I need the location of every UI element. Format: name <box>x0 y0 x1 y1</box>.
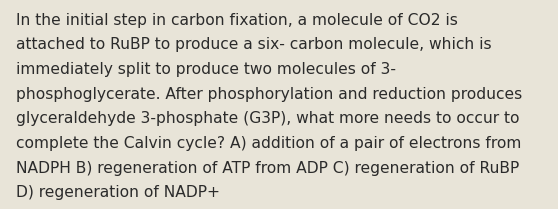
Text: immediately split to produce two molecules of 3-: immediately split to produce two molecul… <box>16 62 396 77</box>
Text: In the initial step in carbon fixation, a molecule of CO2 is: In the initial step in carbon fixation, … <box>16 13 458 28</box>
Text: complete the Calvin cycle? A) addition of a pair of electrons from: complete the Calvin cycle? A) addition o… <box>16 136 521 151</box>
Text: D) regeneration of NADP+: D) regeneration of NADP+ <box>16 185 220 200</box>
Text: phosphoglycerate. After phosphorylation and reduction produces: phosphoglycerate. After phosphorylation … <box>16 87 522 102</box>
Text: attached to RuBP to produce a six- carbon molecule, which is: attached to RuBP to produce a six- carbo… <box>16 37 491 52</box>
Text: glyceraldehyde 3-phosphate (G3P), what more needs to occur to: glyceraldehyde 3-phosphate (G3P), what m… <box>16 111 519 126</box>
Text: NADPH B) regeneration of ATP from ADP C) regeneration of RuBP: NADPH B) regeneration of ATP from ADP C)… <box>16 161 519 176</box>
